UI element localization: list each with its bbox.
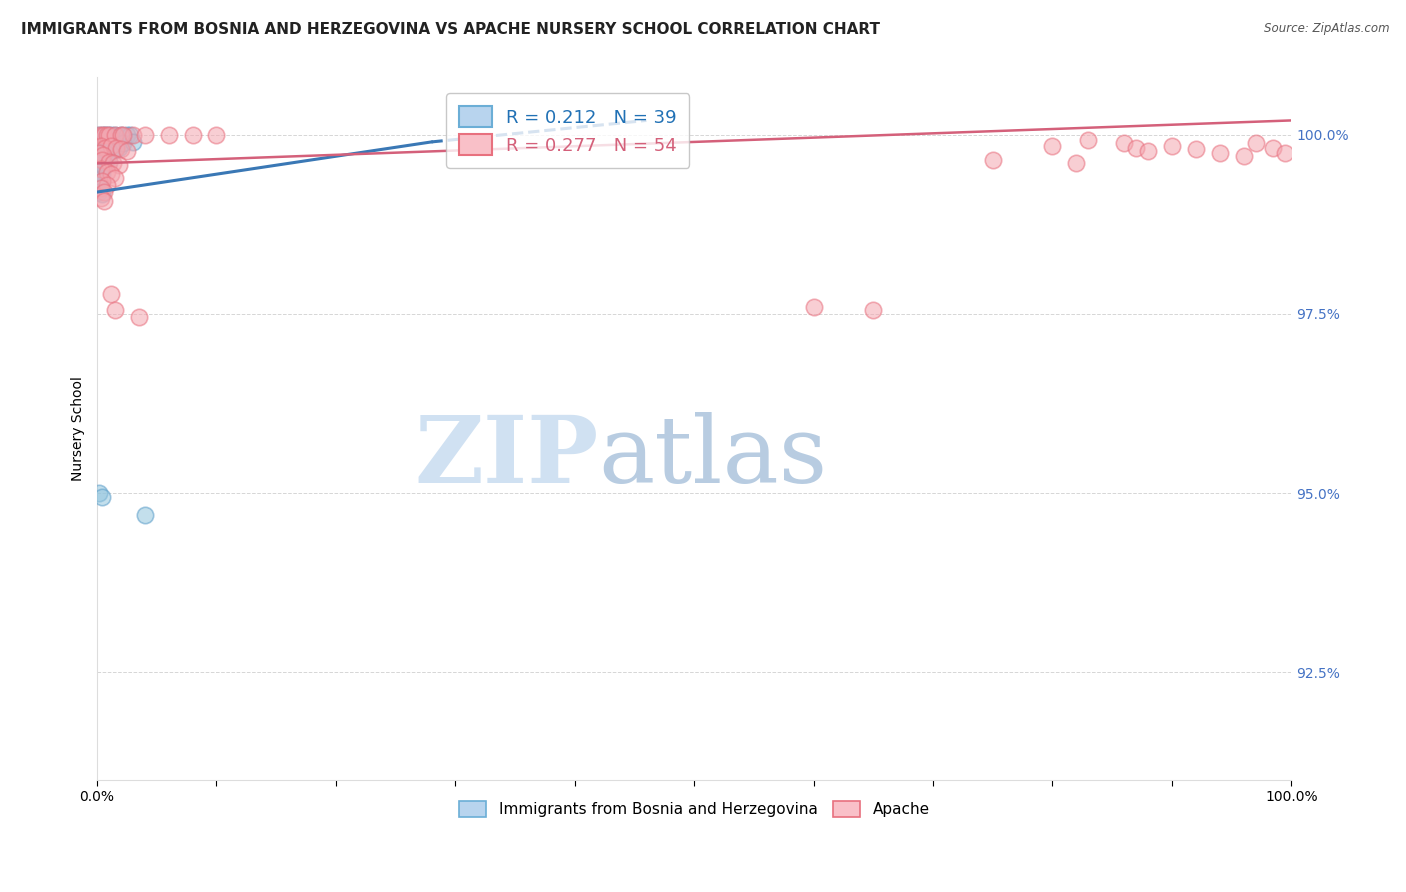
Point (100, 286, 122, 301)
Point (105, 142, 128, 156)
Point (112, 128, 135, 142)
Point (93, 185, 115, 199)
Point (1263, 141, 1285, 155)
Point (104, 170, 127, 185)
Y-axis label: Nursery School: Nursery School (72, 376, 86, 481)
Text: ZIP: ZIP (415, 411, 599, 501)
Point (110, 128, 132, 142)
Point (90, 181, 112, 195)
Point (90, 162, 112, 177)
Point (89, 145, 111, 160)
Point (1114, 136, 1136, 151)
Point (89, 185, 111, 199)
Point (110, 128, 132, 142)
Point (91, 148, 114, 162)
Point (120, 128, 142, 142)
Point (90, 174, 112, 188)
Point (94, 128, 117, 142)
Point (98, 155, 121, 169)
Point (107, 158, 129, 172)
Point (94, 141, 117, 155)
Point (157, 128, 180, 142)
Point (110, 142, 132, 156)
Point (90, 174, 112, 188)
Point (90, 167, 112, 181)
Point (94, 145, 117, 160)
Point (1137, 144, 1160, 158)
Point (93, 128, 115, 142)
Point (104, 303, 127, 318)
Point (205, 128, 228, 142)
Point (862, 303, 884, 318)
Point (1184, 142, 1206, 156)
Point (91, 128, 114, 142)
Point (90, 153, 112, 167)
Text: atlas: atlas (599, 411, 828, 501)
Point (89, 158, 111, 172)
Point (100, 128, 122, 142)
Text: Source: ZipAtlas.com: Source: ZipAtlas.com (1264, 22, 1389, 36)
Point (1274, 145, 1296, 160)
Point (122, 128, 145, 142)
Point (90, 153, 112, 167)
Point (100, 167, 122, 181)
Point (89, 151, 111, 165)
Point (101, 156, 124, 170)
Point (104, 128, 127, 142)
Point (1161, 138, 1184, 153)
Point (98, 155, 121, 169)
Point (134, 128, 156, 142)
Point (803, 300, 825, 314)
Point (98, 128, 121, 142)
Point (1125, 141, 1147, 155)
Point (1208, 145, 1230, 160)
Point (90, 138, 112, 153)
Point (1066, 156, 1088, 170)
Point (90, 128, 112, 142)
Point (96, 141, 118, 155)
Point (100, 138, 122, 153)
Point (122, 135, 145, 149)
Point (105, 141, 128, 155)
Point (134, 508, 156, 522)
Point (112, 136, 135, 151)
Legend: Immigrants from Bosnia and Herzegovina, Apache: Immigrants from Bosnia and Herzegovina, … (451, 793, 938, 824)
Point (96, 153, 118, 167)
Point (1042, 138, 1064, 153)
Point (89, 145, 111, 160)
Point (96, 128, 118, 142)
Point (1232, 149, 1254, 163)
Point (93, 160, 115, 174)
Point (89, 128, 111, 142)
Point (1244, 136, 1267, 151)
Point (89, 156, 111, 170)
Point (96, 165, 118, 179)
Point (128, 310, 150, 325)
Point (981, 153, 1004, 167)
Point (115, 144, 138, 158)
Point (101, 144, 124, 158)
Point (115, 128, 138, 142)
Point (89, 486, 111, 500)
Point (89, 165, 111, 179)
Point (90, 160, 112, 174)
Point (90, 490, 112, 504)
Point (96, 178, 118, 192)
Point (97, 128, 120, 142)
Point (1077, 134, 1099, 148)
Point (104, 128, 127, 142)
Point (94, 158, 117, 172)
Point (90, 186, 112, 201)
Point (91, 148, 114, 162)
Point (181, 128, 204, 142)
Point (107, 141, 129, 155)
Point (93, 151, 115, 165)
Point (89, 128, 111, 142)
Text: IMMIGRANTS FROM BOSNIA AND HERZEGOVINA VS APACHE NURSERY SCHOOL CORRELATION CHAR: IMMIGRANTS FROM BOSNIA AND HERZEGOVINA V… (21, 22, 880, 37)
Point (90, 191, 112, 205)
Point (89, 172, 111, 186)
Point (98, 138, 121, 153)
Point (91, 138, 114, 153)
Point (93, 194, 115, 208)
